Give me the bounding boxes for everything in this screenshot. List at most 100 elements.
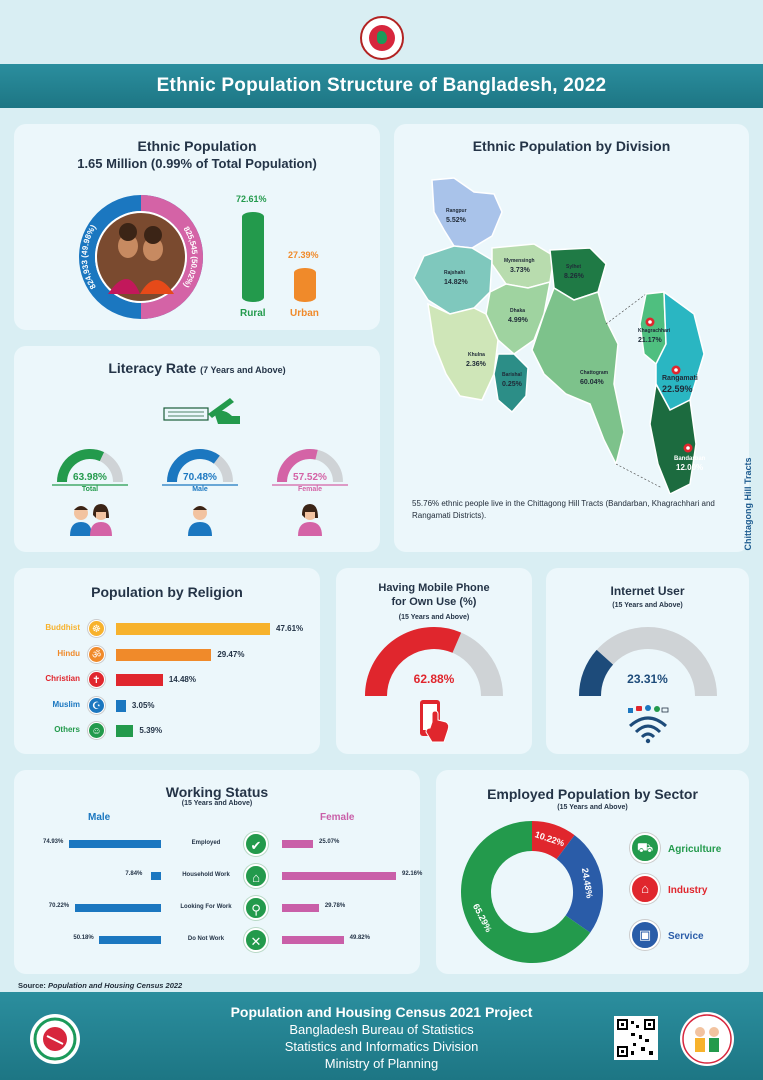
buddhist-symbol-icon: ☸ (88, 620, 105, 637)
literacy-total-value: 63.98% (73, 472, 107, 483)
literacy-total-label: Total (81, 486, 99, 493)
rural-cylinder (242, 212, 264, 302)
religion-bar (116, 699, 126, 712)
label-sylhet-name: Sylhet (566, 264, 581, 270)
internet-gauge (579, 627, 717, 697)
urban-pct: 27.39% (288, 250, 319, 260)
cht-note: 55.76% ethnic people live in the Chittag… (412, 499, 715, 520)
sector-slice-industry (531, 821, 575, 860)
literacy-title-suffix: (7 Years and Above) (200, 365, 286, 375)
footer-line1: Bangladesh Bureau of Statistics (289, 1022, 474, 1037)
footer-line2: Statistics and Informatics Division (284, 1039, 479, 1054)
industry-icon: ⌂ (630, 874, 660, 904)
government-emblem-icon (360, 16, 404, 60)
footer: Population and Housing Census 2021 Proje… (0, 992, 763, 1080)
label-chattogram-pct: 60.04% (580, 379, 605, 386)
looking-for-work-icon: ⚲ (244, 896, 268, 920)
agriculture-icon: ⛟ (630, 833, 660, 863)
religion-row: Buddhist ☸ 47.61% (14, 620, 320, 638)
literacy-female-label: Female (297, 486, 323, 493)
working-row: 7.84% Household Work ⌂ 92.16% (14, 864, 422, 888)
internet-subtitle: (15 Years and Above) (612, 602, 683, 609)
male-bar (69, 840, 161, 848)
religion-card: Population by Religion Buddhist ☸ 47.61% Hi… (14, 568, 320, 754)
footer-title: Population and Housing Census 2021 Proje… (230, 1004, 533, 1020)
ethnic-population-subtitle: 1.65 Million (0.99% of Total Population) (77, 156, 317, 171)
map-pin-icon (645, 317, 655, 327)
census-logo-icon (30, 1014, 80, 1064)
female-value: 29.78% (324, 903, 346, 909)
sector-donut: 10.22%24.48%65.29% (461, 821, 603, 963)
label-khulna-pct: 2.36% (466, 361, 487, 368)
employed-icon: ✔ (244, 832, 268, 856)
female-person-icon (298, 504, 322, 536)
label-barishal-name: Barishal (502, 372, 522, 378)
source-label: Source: (18, 981, 46, 990)
religion-label: Christian (45, 674, 80, 683)
urban-cylinder (294, 268, 316, 302)
religion-label: Muslim (52, 699, 80, 709)
working-label: Do Not Work (187, 936, 225, 942)
religion-bar (116, 725, 134, 737)
christian-symbol-icon: ✝ (88, 671, 105, 688)
others-symbol-icon: ☺ (88, 722, 105, 739)
male-bar (99, 936, 161, 944)
household-work-icon: ⌂ (244, 864, 268, 888)
religion-value: 3.05% (131, 700, 155, 710)
service-briefcase-icon: ▣ (630, 920, 660, 950)
literacy-male-fill (167, 449, 220, 483)
wifi-icon (628, 705, 669, 744)
label-barishal-pct: 0.25% (502, 381, 523, 388)
label-rangpur-pct: 5.52% (446, 217, 467, 224)
literacy-title: Literacy Rate (7 Years and Above) (14, 360, 380, 376)
region-barishal (493, 353, 529, 414)
sector-slice-agriculture (461, 821, 591, 963)
sector-slice-service (555, 835, 603, 933)
qr-code-icon[interactable] (614, 1016, 658, 1060)
working-label: Household Work (182, 872, 230, 878)
label-rajshahi-pct: 14.82% (444, 279, 469, 286)
label-khulna-name: Khulna (468, 352, 485, 358)
male-value: 74.93% (43, 839, 64, 845)
region-rajshahi (413, 245, 493, 315)
label-dhaka-pct: 4.99% (508, 317, 529, 324)
service-label: Service (668, 931, 704, 942)
literacy-total-fill (57, 449, 105, 483)
working-row: 74.93% Employed ✔ 25.07% (14, 832, 420, 856)
photo-circle (96, 212, 186, 302)
literacy-male-label: Male (192, 486, 208, 493)
region-mymensingh (491, 243, 555, 289)
map-pin-icon (683, 443, 693, 453)
internet-card: Internet User (15 Years and Above) 23.31… (546, 568, 749, 754)
division-title: Ethnic Population by Division (472, 138, 671, 154)
working-label: Looking For Work (180, 904, 232, 910)
internet-title: Internet User (610, 584, 685, 598)
industry-label: Industry (668, 885, 708, 896)
rural-label: Rural (240, 308, 266, 319)
female-bar (282, 936, 344, 944)
literacy-female-fill (277, 449, 318, 483)
map-pin-icon (671, 365, 681, 375)
muslim-symbol-icon: ☪ (88, 696, 105, 714)
religion-bar (116, 623, 270, 635)
mobile-subtitle: (15 Years and Above) (398, 614, 470, 621)
religion-label: Buddhist (45, 623, 80, 632)
religion-label: Others (54, 725, 80, 734)
title-bar: Ethnic Population Structure of Banglades… (0, 64, 763, 108)
region-rangpur (431, 177, 503, 249)
religion-label: Hindu (57, 648, 80, 658)
religion-row: Hindu ॐ 29.47% (14, 645, 320, 664)
label-khagrachhari-pct: 21.17% (638, 337, 663, 344)
female-value: 25.07% (319, 839, 340, 845)
male-value: 70.22% (48, 903, 70, 909)
religion-value: 29.47% (217, 649, 245, 659)
writing-hand-icon (163, 398, 240, 424)
literacy-title-text: Literacy Rate (108, 360, 197, 376)
division-map: Rangpur 5.52% Rajshahi 14.82% Mymensingh… (413, 177, 706, 494)
working-title: Working Status (165, 784, 269, 800)
literacy-gauges: 63.98% 70.48% 57.52% (52, 449, 348, 486)
sector-subtitle: (15 Years and Above) (557, 804, 628, 811)
region-bandarban (649, 381, 697, 494)
working-status-card: Working Status (15 Years and Above) Male… (14, 770, 422, 974)
religion-bar (116, 648, 212, 661)
